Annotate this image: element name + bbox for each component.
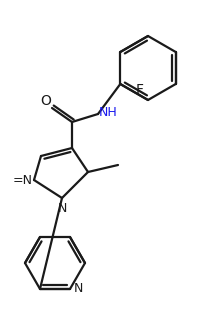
Text: F: F xyxy=(135,83,143,97)
Text: =N: =N xyxy=(13,173,33,186)
Text: O: O xyxy=(40,94,51,108)
Text: NH: NH xyxy=(98,106,117,119)
Text: N: N xyxy=(73,283,82,296)
Text: N: N xyxy=(57,202,66,214)
